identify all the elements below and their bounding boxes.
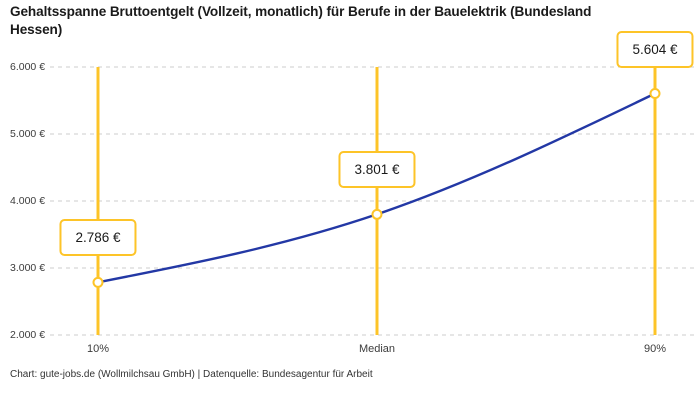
data-point-marker-10% [92, 276, 104, 288]
data-point-marker-Median [371, 208, 383, 220]
chart-footer-credit: Chart: gute-jobs.de (Wollmilchsau GmbH) … [10, 369, 373, 380]
data-point-marker-90% [649, 88, 661, 100]
chart-title: Gehaltsspanne Bruttoentgelt (Vollzeit, m… [10, 4, 592, 37]
